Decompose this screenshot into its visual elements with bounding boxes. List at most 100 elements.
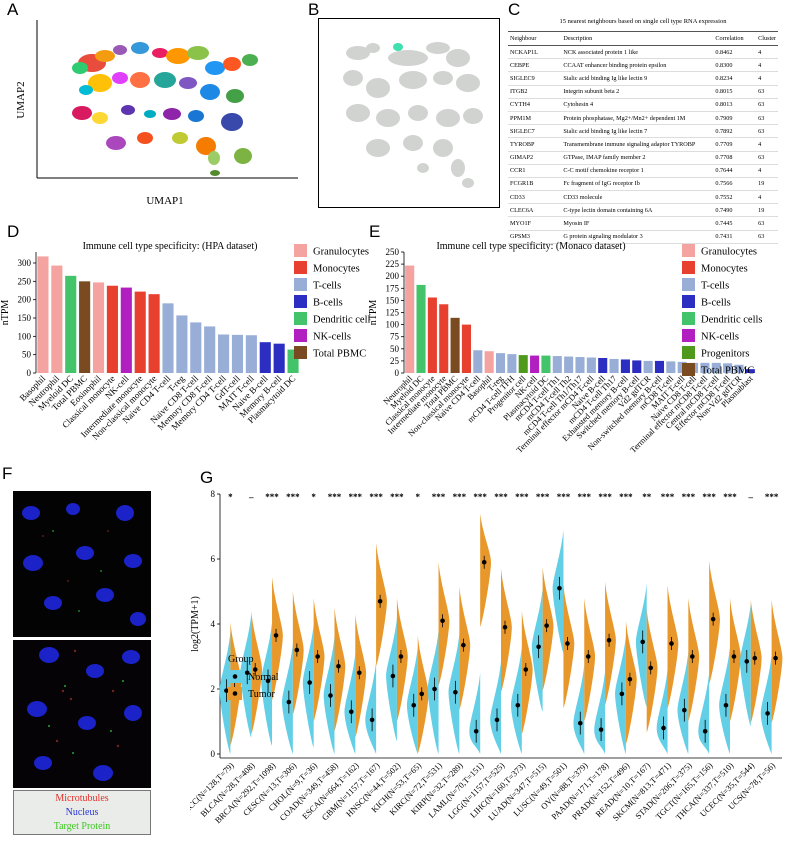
bar <box>162 303 174 373</box>
violin-tumor <box>396 598 408 722</box>
y-tick-label: 250 <box>386 247 400 257</box>
violin-tumor <box>771 599 783 724</box>
significance-mark: – <box>248 492 254 502</box>
median-tumor <box>731 654 737 659</box>
cell-description: Integrin subunit beta 2 <box>561 85 714 99</box>
median-tumor <box>356 670 362 676</box>
significance-mark: * <box>415 492 420 502</box>
table-row: PPM1M Protein phosphatase, Mg2+/Mn2+ depe… <box>508 111 778 126</box>
cell-cluster: 4 <box>756 164 778 178</box>
significance-mark: *** <box>453 492 467 502</box>
legend-swatch <box>682 261 695 274</box>
median-normal <box>682 707 687 713</box>
legend-microtubules: Microtubules <box>55 793 109 804</box>
violin-normal <box>656 669 668 754</box>
chart-title: Immune cell type specificity: (HPA datas… <box>83 241 258 252</box>
median-tumor <box>398 654 404 659</box>
bar <box>586 357 596 373</box>
neighbours-table-title: 15 nearest neighbours based on single ce… <box>559 18 727 25</box>
median-normal <box>494 717 500 723</box>
umap-gray-clusters <box>343 42 483 188</box>
median-tumor <box>690 654 695 659</box>
median-tumor <box>773 655 778 661</box>
significance-mark: *** <box>265 492 279 502</box>
table-row: FCGR1B Fc fragment of IgG receptor Ib 0.75… <box>508 177 778 192</box>
violin-normal <box>240 614 252 738</box>
cell-neighbour: CLEC6A <box>508 203 562 218</box>
cell-correlation: 0.7490 <box>713 203 757 218</box>
bar <box>416 284 426 373</box>
y-tick-label: 200 <box>386 271 400 281</box>
significance-mark: *** <box>619 492 633 502</box>
cell-neighbour: TYROBP <box>508 137 562 152</box>
y-tick-label: 50 <box>22 350 32 360</box>
cell-neighbour: GPSM3 <box>508 230 562 244</box>
significance-mark: *** <box>473 492 487 502</box>
median-normal <box>411 702 417 708</box>
umap-x-label: UMAP1 <box>146 195 183 207</box>
cell-description: GTPase, IMAP family member 2 <box>561 151 714 165</box>
violin-tumor <box>688 598 700 722</box>
nuclei-bottom <box>27 647 142 781</box>
umap-panel: UMAP1 UMAP2 <box>0 18 300 218</box>
violin-tumor <box>667 585 679 709</box>
violin-normal <box>261 622 273 746</box>
neighbours-table-panel: 15 nearest neighbours based on single ce… <box>508 18 778 244</box>
y-tick-label: 100 <box>386 320 400 330</box>
bar <box>530 355 540 373</box>
violin-normal <box>698 672 710 754</box>
bar <box>218 334 230 373</box>
microtubule-signal <box>42 530 120 748</box>
violin-tumor <box>729 598 741 722</box>
violin-tumor <box>376 542 387 667</box>
significance-mark: *** <box>536 492 550 502</box>
cell-description: C-C motif chemokine receptor 1 <box>561 164 714 178</box>
violin-normal <box>635 583 647 707</box>
panel-letter-g: G <box>200 468 214 487</box>
median-tumor <box>419 691 425 697</box>
significance-mark: *** <box>369 492 383 502</box>
legend-label: Granulocytes <box>701 247 757 258</box>
violin-normal <box>760 654 772 754</box>
violin-tumor <box>750 599 762 724</box>
violin-tumor <box>272 576 283 701</box>
violin-tumor <box>625 620 637 745</box>
monaco-chart-panel: Immune cell type specificity: (Monaco da… <box>366 232 787 464</box>
violin-normal <box>594 671 606 754</box>
bar <box>620 359 630 373</box>
bar <box>507 354 517 373</box>
violin-normal <box>302 624 314 748</box>
microscopy-panel <box>13 491 151 788</box>
cell-cluster: 63 <box>756 85 778 99</box>
median-normal <box>244 670 250 676</box>
violin-normal <box>282 643 293 754</box>
microscopy-legend: Microtubules Nucleus Target Protein <box>13 790 151 835</box>
violin-tumor <box>251 611 263 735</box>
y-tick-label: 8 <box>211 489 216 499</box>
cell-correlation: 0.7431 <box>713 230 757 244</box>
median-normal <box>307 680 312 685</box>
cell-correlation: 0.7708 <box>713 151 757 165</box>
cell-neighbour: SIGLEC7 <box>508 124 562 139</box>
hpa-chart-panel: Immune cell type specificity: (HPA datas… <box>0 232 375 464</box>
legend-nucleus: Nucleus <box>65 807 99 818</box>
legend-dot <box>232 674 238 679</box>
bar <box>405 265 415 373</box>
cell-neighbour: CD33 <box>508 190 562 205</box>
significance-mark: *** <box>286 492 300 502</box>
neighbours-table-body: NCKAP1L NCK associated protein 1 like 0.84… <box>508 45 778 244</box>
median-normal <box>640 639 646 645</box>
median-normal <box>765 711 770 716</box>
cell-neighbour: MYO1F <box>508 216 562 231</box>
median-tumor <box>481 559 487 565</box>
median-tumor <box>606 637 612 643</box>
chart-title: Immune cell type specificity: (Monaco da… <box>436 241 625 252</box>
violin-normal <box>739 602 751 727</box>
bar <box>65 275 77 373</box>
violin-normal <box>386 617 397 741</box>
median-normal <box>598 727 604 732</box>
median-tumor <box>565 641 570 646</box>
legend-label: Total PBMC <box>701 366 754 377</box>
hpa-bar-chart: Immune cell type specificity: (HPA datas… <box>0 241 375 442</box>
median-normal <box>473 728 479 734</box>
